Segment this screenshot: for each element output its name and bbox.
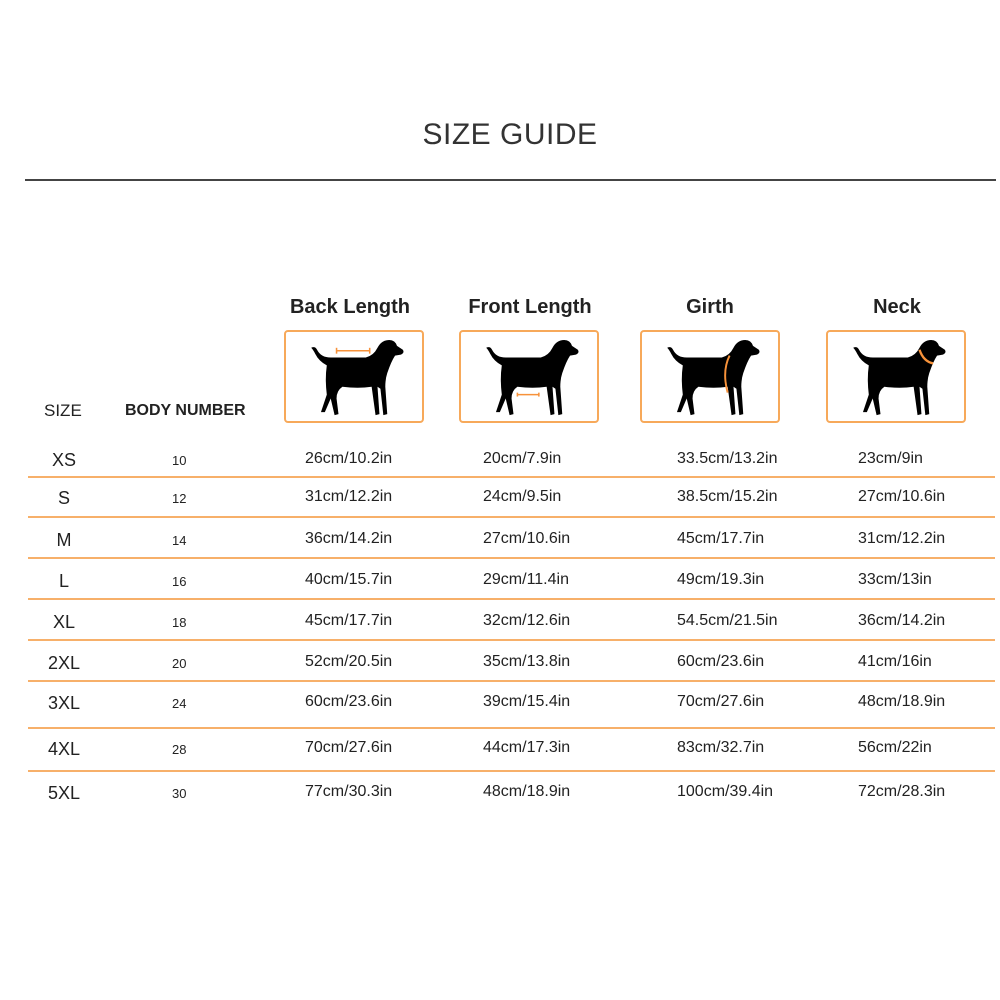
front-length-cell: 32cm/12.6in — [483, 612, 571, 629]
front-length-cell: 24cm/9.5in — [483, 488, 562, 505]
body-number-cell: 16 — [172, 574, 187, 589]
girth-cell: 100cm/39.4in — [677, 783, 774, 800]
table-row: S 12 31cm/12.2in 24cm/9.5in 38.5cm/15.2in 27c… — [0, 488, 1000, 518]
back-length-cell: 26cm/10.2in — [305, 450, 393, 467]
back-length-cell: 60cm/23.6in — [305, 693, 393, 710]
row-divider — [28, 639, 995, 641]
header-girth: Girth — [686, 296, 734, 318]
neck-cell: 56cm/22in — [858, 739, 932, 756]
body-number-cell: 10 — [172, 453, 187, 468]
body-number-cell: 14 — [172, 533, 187, 548]
size-cell: XS — [51, 450, 76, 470]
neck-cell: 36cm/14.2in — [858, 612, 946, 629]
row-divider — [28, 727, 995, 729]
back-length-cell: 36cm/14.2in — [305, 530, 393, 547]
size-cell: XL — [52, 612, 76, 632]
table-row: XL 18 45cm/17.7in 32cm/12.6in 54.5cm/21.5in 3… — [0, 612, 1000, 642]
table-row: 4XL 28 70cm/27.6in 44cm/17.3in 83cm/32.7in 56… — [0, 739, 1000, 769]
header-front-length: Front Length — [468, 296, 592, 318]
page-title: SIZE GUIDE — [422, 118, 598, 151]
girth-cell: 49cm/19.3in — [677, 571, 765, 588]
body-number-cell: 18 — [172, 615, 187, 630]
back-length-cell: 52cm/20.5in — [305, 653, 393, 670]
back-length-cell: 40cm/15.7in — [305, 571, 393, 588]
neck-cell: 23cm/9in — [858, 450, 923, 467]
size-cell: S — [57, 488, 70, 508]
girth-cell: 60cm/23.6in — [677, 653, 765, 670]
body-number-cell: 28 — [172, 742, 187, 757]
row-divider — [28, 557, 995, 559]
front-length-cell: 44cm/17.3in — [483, 739, 571, 756]
table-row: 2XL 20 52cm/20.5in 35cm/13.8in 60cm/23.6in 41… — [0, 653, 1000, 683]
size-cell: 5XL — [47, 783, 81, 803]
neck-cell: 72cm/28.3in — [858, 783, 946, 800]
neck-cell: 48cm/18.9in — [858, 693, 946, 710]
row-divider — [28, 680, 995, 682]
neck-cell: 27cm/10.6in — [858, 488, 946, 505]
row-divider — [28, 770, 995, 772]
header-body-number: BODY NUMBER — [125, 402, 246, 419]
body-number-cell: 12 — [172, 491, 187, 506]
girth-cell: 38.5cm/15.2in — [677, 488, 778, 505]
table-row: M 14 36cm/14.2in 27cm/10.6in 45cm/17.7in 31cm… — [0, 530, 1000, 560]
back-length-cell: 70cm/27.6in — [305, 739, 393, 756]
neck-cell: 33cm/13in — [858, 571, 932, 588]
dog-back-length-icon — [284, 330, 424, 423]
table-row: 3XL 24 60cm/23.6in 39cm/15.4in 70cm/27.6in 48… — [0, 693, 1000, 723]
body-number-cell: 20 — [172, 656, 187, 671]
header-back-length: Back Length — [289, 296, 411, 318]
front-length-cell: 39cm/15.4in — [483, 693, 571, 710]
row-divider — [28, 598, 995, 600]
row-divider — [28, 516, 995, 518]
front-length-cell: 29cm/11.4in — [483, 571, 569, 588]
header-neck: Neck — [873, 296, 921, 318]
front-length-cell: 48cm/18.9in — [483, 783, 571, 800]
header-size: SIZE — [44, 401, 82, 420]
neck-cell: 31cm/12.2in — [858, 530, 946, 547]
girth-cell: 54.5cm/21.5in — [677, 612, 778, 629]
girth-cell: 83cm/32.7in — [677, 739, 765, 756]
table-row: L 16 40cm/15.7in 29cm/11.4in 49cm/19.3in 33cm… — [0, 571, 1000, 601]
table-row: 5XL 30 77cm/30.3in 48cm/18.9in 100cm/39.4in 7… — [0, 783, 1000, 813]
neck-cell: 41cm/16in — [858, 653, 932, 670]
back-length-cell: 45cm/17.7in — [305, 612, 393, 629]
front-length-cell: 20cm/7.9in — [483, 450, 562, 467]
dog-neck-icon — [826, 330, 966, 423]
table-row: XS 10 26cm/10.2in 20cm/7.9in 33.5cm/13.2in 23… — [0, 450, 1000, 480]
body-number-cell: 30 — [172, 786, 187, 801]
row-divider — [28, 476, 995, 478]
dog-girth-icon — [640, 330, 780, 423]
size-cell: L — [58, 571, 69, 591]
size-cell: 2XL — [47, 653, 81, 673]
girth-cell: 70cm/27.6in — [677, 693, 765, 710]
front-length-cell: 27cm/10.6in — [483, 530, 571, 547]
girth-cell: 45cm/17.7in — [677, 530, 765, 547]
dog-front-length-icon — [459, 330, 599, 423]
back-length-cell: 31cm/12.2in — [305, 488, 393, 505]
size-cell: 4XL — [47, 739, 81, 759]
title-divider — [25, 179, 996, 181]
front-length-cell: 35cm/13.8in — [483, 653, 571, 670]
size-cell: 3XL — [47, 693, 81, 713]
girth-cell: 33.5cm/13.2in — [677, 450, 778, 467]
size-cell: M — [56, 530, 72, 550]
back-length-cell: 77cm/30.3in — [305, 783, 393, 800]
body-number-cell: 24 — [172, 696, 187, 711]
